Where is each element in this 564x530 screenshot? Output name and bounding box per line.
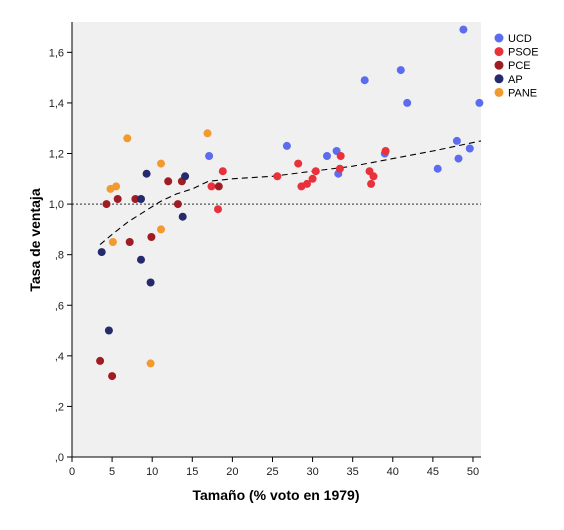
- y-tick-label: ,0: [55, 452, 64, 464]
- data-point-psoe: [335, 164, 344, 173]
- x-tick-label: 25: [266, 466, 278, 478]
- x-tick-label: 30: [306, 466, 318, 478]
- data-point-psoe: [214, 205, 222, 214]
- data-point-ap: [104, 326, 113, 335]
- legend-label-pce: PCE: [508, 60, 531, 72]
- y-tick-label: ,2: [55, 401, 64, 413]
- data-point-ap: [146, 278, 155, 287]
- data-point-psoe: [367, 179, 376, 188]
- data-point-psoe: [273, 172, 282, 181]
- y-tick-label: 1,0: [49, 199, 64, 211]
- data-point-ucd: [396, 66, 405, 75]
- data-point-ucd: [454, 154, 463, 163]
- legend-label-ap: AP: [508, 74, 523, 86]
- data-point-psoe: [218, 167, 227, 176]
- data-point-psoe: [308, 174, 317, 183]
- axes-group: [71, 22, 481, 458]
- y-tick-label: 1,4: [49, 98, 64, 110]
- x-ticks-group: 0 5 10 15 20 25 30 35 40 45 50: [69, 457, 479, 478]
- data-point-ucd: [475, 98, 484, 107]
- data-point-pce: [164, 177, 173, 186]
- x-axis-title: Tamaño (% voto en 1979): [192, 487, 359, 503]
- data-point-pane: [157, 159, 165, 168]
- data-point-psoe: [369, 172, 378, 181]
- data-point-pce: [147, 233, 156, 241]
- x-tick-label: 45: [427, 466, 439, 478]
- plot-background: [72, 22, 481, 457]
- legend-marker-ucd: [494, 33, 504, 43]
- y-tick-label: 1,2: [49, 149, 64, 161]
- data-point-ap: [181, 172, 190, 181]
- data-point-ap: [137, 255, 145, 264]
- data-points-group: [96, 25, 484, 381]
- data-point-ap: [178, 212, 187, 221]
- data-point-psoe: [336, 152, 345, 160]
- y-tick-label: ,6: [55, 300, 64, 312]
- data-point-pce: [108, 372, 117, 381]
- data-point-pane: [123, 134, 132, 143]
- legend-label-ucd: UCD: [508, 33, 532, 45]
- data-point-pane: [146, 359, 155, 368]
- data-point-pane: [203, 129, 212, 138]
- y-tick-label: 1,6: [49, 47, 64, 59]
- data-point-ucd: [403, 98, 412, 107]
- legend-marker-psoe: [494, 47, 504, 57]
- data-point-ap: [142, 169, 151, 178]
- data-point-pce: [125, 238, 134, 246]
- data-point-ucd: [459, 25, 468, 34]
- y-axis-title: Tasa de ventaja: [27, 188, 43, 291]
- data-point-ucd: [282, 141, 291, 150]
- data-point-psoe: [294, 159, 303, 168]
- data-point-ucd: [452, 136, 461, 145]
- y-ticks-group: ,0 ,2 ,4 ,6 ,8 1,0 1,2 1,4 1,6: [49, 47, 72, 464]
- data-point-ap: [137, 195, 145, 203]
- data-point-ucd: [360, 76, 369, 85]
- data-point-ucd: [323, 152, 331, 160]
- trend-line: [99, 140, 482, 246]
- x-tick-label: 5: [109, 466, 115, 478]
- x-tick-label: 15: [186, 466, 198, 478]
- data-point-pce: [113, 195, 122, 203]
- legend-marker-pce: [494, 60, 504, 70]
- data-point-ucd: [205, 152, 214, 160]
- data-point-pane: [157, 225, 165, 234]
- data-point-ucd: [433, 164, 442, 173]
- trend-line-group: [99, 140, 482, 246]
- x-tick-label: 0: [69, 466, 75, 478]
- x-tick-label: 10: [146, 466, 158, 478]
- data-point-pane: [112, 182, 121, 191]
- legend-label-psoe: PSOE: [508, 47, 539, 59]
- legend-marker-pane: [494, 87, 504, 97]
- y-tick-label: ,4: [55, 351, 64, 363]
- legend-label-pane: PANE: [508, 87, 537, 99]
- data-point-pce: [96, 356, 105, 365]
- x-tick-label: 20: [226, 466, 238, 478]
- data-point-pce: [173, 200, 182, 209]
- x-tick-label: 50: [467, 466, 479, 478]
- data-point-pce: [131, 195, 140, 203]
- data-point-psoe: [311, 167, 320, 176]
- data-point-ucd: [465, 144, 474, 153]
- data-point-psoe: [207, 182, 216, 191]
- data-point-pane: [108, 238, 117, 246]
- y-tick-label: ,8: [55, 250, 64, 262]
- data-point-psoe: [381, 147, 390, 155]
- data-point-psoe: [303, 179, 311, 188]
- data-point-ap: [97, 248, 106, 257]
- x-tick-label: 35: [347, 466, 359, 478]
- data-point-pce: [214, 182, 223, 191]
- data-point-pce: [102, 200, 111, 209]
- x-tick-label: 40: [387, 466, 399, 478]
- legend-marker-ap: [494, 74, 504, 84]
